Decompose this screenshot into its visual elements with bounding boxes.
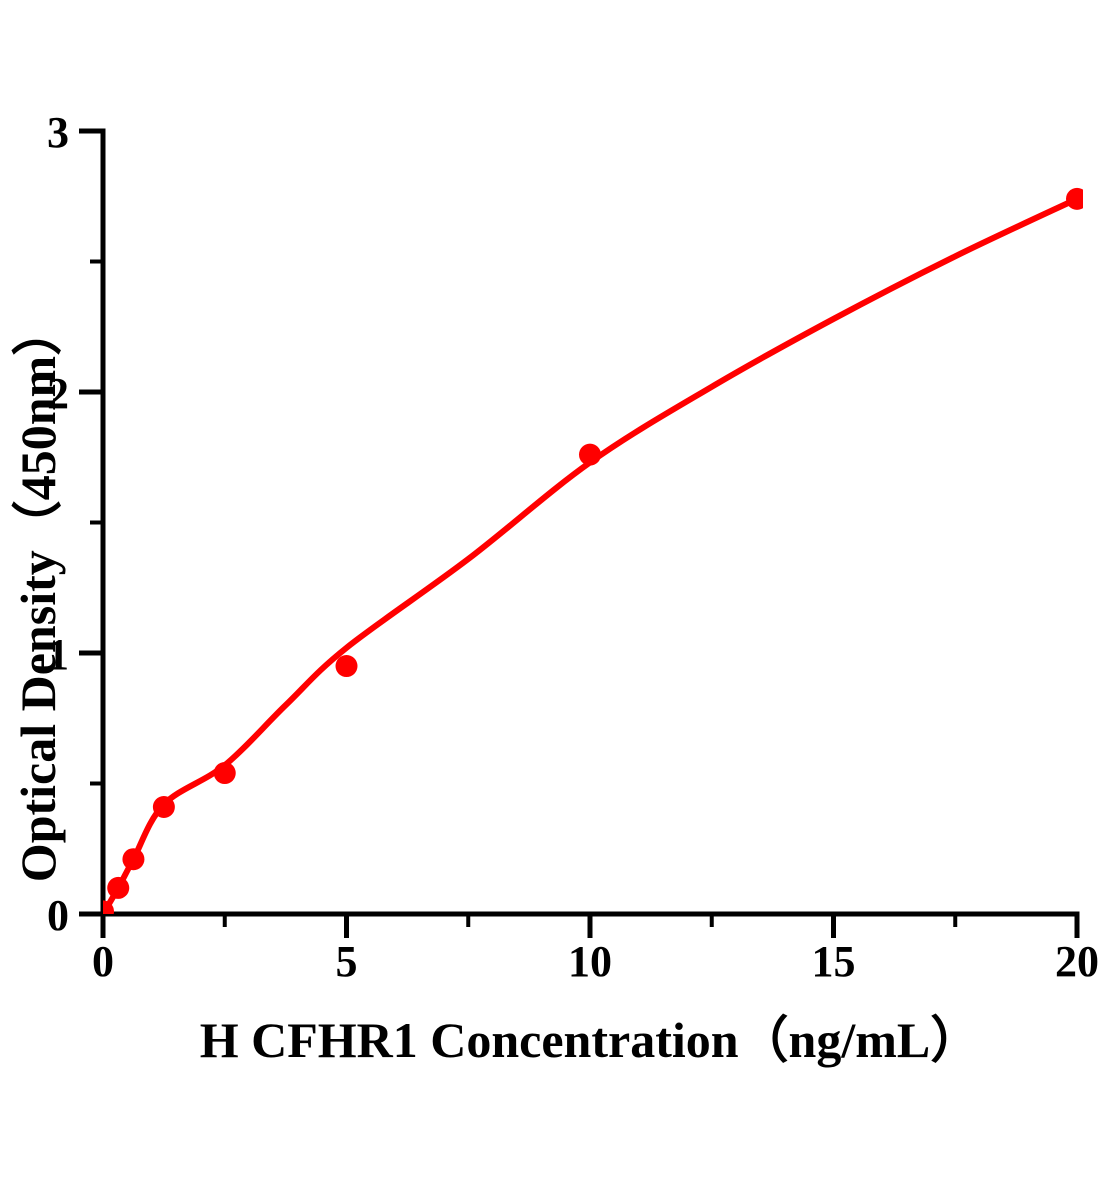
fit-curve-layer [103, 195, 1080, 914]
y-tick-label: 3 [47, 108, 69, 157]
y-tick-label: 2 [47, 369, 69, 418]
data-point [107, 876, 130, 899]
axes [79, 128, 1080, 938]
data-point [213, 762, 236, 785]
x-tick-label: 10 [568, 937, 612, 986]
tick-labels-layer: 0 5 10 15 20 0 1 2 3 [47, 108, 1099, 986]
y-tick-label: 1 [47, 630, 69, 679]
data-point [1066, 187, 1083, 210]
x-tick-label: 20 [1055, 937, 1099, 986]
data-point [152, 795, 175, 818]
y-axis-title: Optical Density（450nm） [10, 305, 66, 883]
data-point [122, 848, 145, 871]
fit-curve [103, 195, 1080, 914]
axis-spine [100, 128, 1080, 917]
x-tick-label: 5 [336, 937, 358, 986]
x-tick-label: 0 [92, 937, 114, 986]
x-tick-label: 15 [812, 937, 856, 986]
data-point [335, 655, 358, 678]
y-tick-label: 0 [47, 891, 69, 940]
data-points-layer [103, 187, 1083, 914]
data-point [103, 900, 114, 914]
data-point [579, 443, 601, 466]
x-axis-title: H CFHR1 Concentration（ng/mL） [199, 1012, 981, 1068]
